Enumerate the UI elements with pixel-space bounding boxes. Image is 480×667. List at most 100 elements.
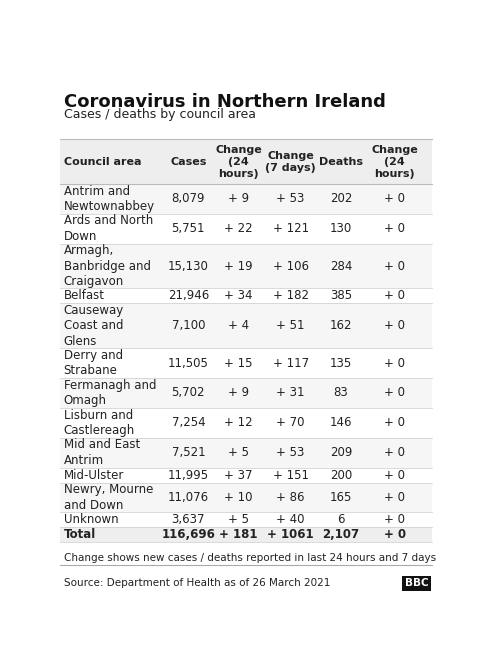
Text: + 22: + 22 bbox=[224, 222, 253, 235]
Bar bbox=[60, 139, 432, 184]
Bar bbox=[60, 468, 432, 482]
Text: + 5: + 5 bbox=[228, 446, 249, 459]
Text: + 106: + 106 bbox=[273, 259, 309, 273]
Text: 5,751: 5,751 bbox=[171, 222, 205, 235]
Text: 200: 200 bbox=[330, 469, 352, 482]
Text: 83: 83 bbox=[334, 386, 348, 400]
Text: + 0: + 0 bbox=[384, 259, 405, 273]
Text: + 1061: + 1061 bbox=[267, 528, 314, 542]
Text: + 0: + 0 bbox=[384, 416, 405, 430]
Text: Coronavirus in Northern Ireland: Coronavirus in Northern Ireland bbox=[64, 93, 385, 111]
Bar bbox=[60, 408, 432, 438]
Text: Fermanagh and
Omagh: Fermanagh and Omagh bbox=[64, 379, 156, 407]
Text: Total: Total bbox=[64, 528, 96, 542]
Text: + 0: + 0 bbox=[384, 222, 405, 235]
Text: Cases / deaths by council area: Cases / deaths by council area bbox=[64, 108, 256, 121]
Text: 11,995: 11,995 bbox=[168, 469, 209, 482]
Text: 165: 165 bbox=[330, 491, 352, 504]
Text: + 34: + 34 bbox=[224, 289, 253, 302]
Text: 6: 6 bbox=[337, 514, 345, 526]
Text: + 5: + 5 bbox=[228, 514, 249, 526]
Bar bbox=[60, 243, 432, 288]
Text: Cases: Cases bbox=[170, 157, 206, 167]
Text: + 0: + 0 bbox=[384, 192, 405, 205]
Text: 5,702: 5,702 bbox=[171, 386, 205, 400]
Bar bbox=[60, 482, 432, 512]
Text: + 70: + 70 bbox=[276, 416, 305, 430]
Text: + 0: + 0 bbox=[384, 514, 405, 526]
Text: + 37: + 37 bbox=[224, 469, 253, 482]
Text: + 9: + 9 bbox=[228, 386, 249, 400]
Text: Council area: Council area bbox=[64, 157, 141, 167]
Text: + 0: + 0 bbox=[384, 491, 405, 504]
Text: + 31: + 31 bbox=[276, 386, 305, 400]
Text: 7,100: 7,100 bbox=[171, 319, 205, 332]
Text: 7,521: 7,521 bbox=[171, 446, 205, 459]
Text: Unknown: Unknown bbox=[64, 514, 119, 526]
Text: 135: 135 bbox=[330, 357, 352, 370]
Text: + 0: + 0 bbox=[384, 357, 405, 370]
Text: + 53: + 53 bbox=[276, 192, 305, 205]
Text: 162: 162 bbox=[330, 319, 352, 332]
Text: + 19: + 19 bbox=[224, 259, 253, 273]
Text: + 40: + 40 bbox=[276, 514, 305, 526]
Text: + 4: + 4 bbox=[228, 319, 249, 332]
Text: 11,505: 11,505 bbox=[168, 357, 209, 370]
Bar bbox=[60, 378, 432, 408]
Text: + 9: + 9 bbox=[228, 192, 249, 205]
Text: + 15: + 15 bbox=[224, 357, 253, 370]
Text: + 151: + 151 bbox=[273, 469, 309, 482]
Text: Lisburn and
Castlereagh: Lisburn and Castlereagh bbox=[64, 409, 135, 437]
Text: + 0: + 0 bbox=[384, 386, 405, 400]
Text: 8,079: 8,079 bbox=[171, 192, 205, 205]
Bar bbox=[60, 512, 432, 528]
Text: + 121: + 121 bbox=[273, 222, 309, 235]
Text: BBC: BBC bbox=[405, 578, 428, 588]
Bar bbox=[60, 288, 432, 303]
Text: Change
(24
hours): Change (24 hours) bbox=[372, 145, 418, 179]
Text: Mid and East
Antrim: Mid and East Antrim bbox=[64, 438, 140, 467]
Text: 3,637: 3,637 bbox=[171, 514, 205, 526]
Bar bbox=[60, 184, 432, 213]
Text: + 51: + 51 bbox=[276, 319, 305, 332]
Text: + 10: + 10 bbox=[224, 491, 253, 504]
Text: 11,076: 11,076 bbox=[168, 491, 209, 504]
Text: 284: 284 bbox=[330, 259, 352, 273]
Text: Armagh,
Banbridge and
Craigavon: Armagh, Banbridge and Craigavon bbox=[64, 244, 151, 288]
Bar bbox=[60, 528, 432, 542]
Text: Ards and North
Down: Ards and North Down bbox=[64, 215, 153, 243]
Text: Change
(7 days): Change (7 days) bbox=[265, 151, 316, 173]
Text: + 12: + 12 bbox=[224, 416, 253, 430]
Text: 116,696: 116,696 bbox=[161, 528, 215, 542]
Text: Change
(24
hours): Change (24 hours) bbox=[215, 145, 262, 179]
Text: Change shows new cases / deaths reported in last 24 hours and 7 days: Change shows new cases / deaths reported… bbox=[64, 552, 436, 562]
Text: Antrim and
Newtownabbey: Antrim and Newtownabbey bbox=[64, 185, 155, 213]
Text: + 0: + 0 bbox=[384, 289, 405, 302]
Text: + 0: + 0 bbox=[384, 446, 405, 459]
Text: + 0: + 0 bbox=[384, 319, 405, 332]
Text: 209: 209 bbox=[330, 446, 352, 459]
Text: + 53: + 53 bbox=[276, 446, 305, 459]
Text: 21,946: 21,946 bbox=[168, 289, 209, 302]
Text: Causeway
Coast and
Glens: Causeway Coast and Glens bbox=[64, 303, 124, 348]
Text: 130: 130 bbox=[330, 222, 352, 235]
Text: 385: 385 bbox=[330, 289, 352, 302]
Text: + 182: + 182 bbox=[273, 289, 309, 302]
Text: + 181: + 181 bbox=[219, 528, 258, 542]
Bar bbox=[60, 303, 432, 348]
Text: + 117: + 117 bbox=[273, 357, 309, 370]
Text: Derry and
Strabane: Derry and Strabane bbox=[64, 349, 123, 378]
Text: Source: Department of Health as of 26 March 2021: Source: Department of Health as of 26 Ma… bbox=[64, 578, 330, 588]
Text: 146: 146 bbox=[330, 416, 352, 430]
Bar bbox=[60, 213, 432, 243]
Text: Newry, Mourne
and Down: Newry, Mourne and Down bbox=[64, 483, 153, 512]
Text: Mid-Ulster: Mid-Ulster bbox=[64, 469, 124, 482]
Text: 15,130: 15,130 bbox=[168, 259, 209, 273]
Text: 2,107: 2,107 bbox=[322, 528, 360, 542]
Text: 202: 202 bbox=[330, 192, 352, 205]
Text: Deaths: Deaths bbox=[319, 157, 363, 167]
Bar bbox=[60, 438, 432, 468]
Text: 7,254: 7,254 bbox=[171, 416, 205, 430]
Bar bbox=[60, 348, 432, 378]
Text: + 0: + 0 bbox=[384, 469, 405, 482]
